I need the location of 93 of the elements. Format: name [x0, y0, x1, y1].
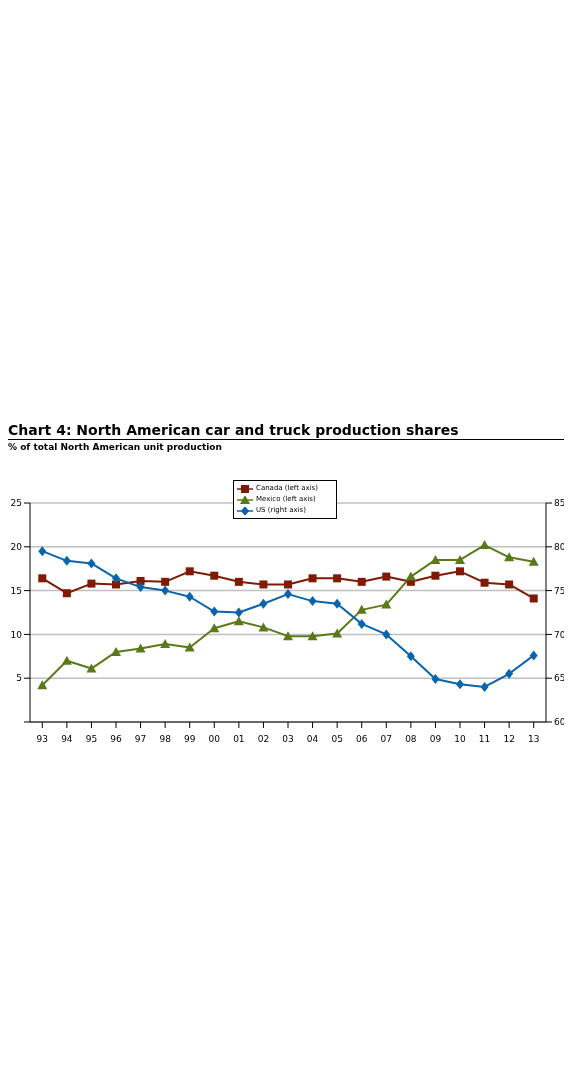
- point: [456, 567, 464, 576]
- point: [184, 642, 195, 652]
- x-tick-label: 12: [503, 734, 515, 745]
- y2-tick-label: 80: [554, 541, 566, 552]
- point: [332, 628, 343, 638]
- x-tick-label: 93: [36, 734, 49, 745]
- point: [136, 582, 145, 593]
- y-tick-label: 15: [10, 585, 22, 596]
- point: [87, 579, 96, 588]
- point: [504, 552, 515, 562]
- point: [505, 668, 514, 679]
- x-tick-label: 94: [61, 734, 73, 745]
- point: [307, 631, 318, 641]
- point: [480, 578, 489, 587]
- x-tick-label: 99: [183, 734, 196, 745]
- point: [405, 571, 416, 581]
- point: [431, 571, 440, 580]
- point: [357, 618, 366, 629]
- point: [333, 574, 342, 583]
- point: [62, 589, 71, 598]
- x-tick-label: 10: [454, 734, 466, 745]
- point: [283, 631, 293, 641]
- chart-title: Chart 4: North American car and truck production shares: [8, 422, 564, 440]
- point: [185, 591, 194, 602]
- x-tick-label: 02: [257, 734, 270, 745]
- x-tick-label: 07: [380, 734, 393, 745]
- point: [479, 540, 490, 550]
- y-tick-label: 20: [10, 541, 23, 552]
- chart-subtitle: % of total North American unit production: [8, 442, 223, 452]
- y2-tick-label: 65: [554, 673, 566, 684]
- point: [430, 554, 441, 564]
- point: [528, 556, 539, 566]
- point: [161, 585, 170, 596]
- y2-tick-label: 75: [554, 585, 566, 596]
- point: [308, 574, 317, 583]
- x-tick-label: 05: [331, 734, 343, 745]
- x-tick-label: 98: [159, 734, 172, 745]
- point: [284, 580, 292, 589]
- point: [480, 681, 489, 692]
- point: [529, 650, 538, 661]
- point: [259, 598, 268, 609]
- x-tick-label: 97: [134, 734, 147, 745]
- point: [233, 616, 244, 626]
- x-tick-label: 11: [478, 734, 491, 745]
- point: [382, 629, 391, 640]
- point: [308, 596, 317, 607]
- point: [505, 580, 514, 589]
- y-tick-label: 25: [10, 498, 22, 509]
- point: [529, 594, 538, 603]
- point: [381, 599, 392, 609]
- x-tick-label: 13: [527, 734, 540, 745]
- point: [431, 674, 440, 685]
- y-tick-label: 10: [10, 629, 23, 640]
- point: [185, 567, 194, 576]
- point: [284, 589, 292, 600]
- x-tick-label: 08: [405, 734, 417, 745]
- y-tick-label: 5: [16, 673, 22, 684]
- y2-tick-label: 70: [554, 629, 566, 640]
- point: [356, 604, 367, 614]
- point: [160, 639, 171, 649]
- x-tick-label: 96: [110, 734, 122, 745]
- point: [382, 572, 391, 581]
- point: [210, 606, 219, 617]
- point: [455, 554, 465, 564]
- x-tick-label: 03: [282, 734, 294, 745]
- x-tick-label: 95: [85, 734, 98, 745]
- point: [111, 646, 121, 656]
- point: [259, 580, 268, 589]
- x-tick-label: 06: [355, 734, 368, 745]
- y2-tick-label: 60: [554, 717, 566, 728]
- point: [333, 598, 342, 609]
- point: [112, 573, 120, 584]
- point: [209, 623, 220, 633]
- point: [61, 655, 72, 665]
- point: [161, 577, 170, 586]
- x-tick-label: 04: [306, 734, 319, 745]
- point: [234, 577, 243, 586]
- point: [86, 663, 97, 673]
- x-tick-label: 00: [208, 734, 221, 745]
- point: [234, 607, 243, 618]
- point: [406, 651, 415, 662]
- point: [37, 680, 48, 690]
- point: [210, 571, 219, 580]
- point: [357, 577, 366, 586]
- point: [38, 574, 47, 583]
- x-tick-label: 09: [429, 734, 442, 745]
- point: [62, 555, 71, 566]
- point: [258, 622, 269, 632]
- y2-tick-label: 85: [554, 498, 566, 509]
- point: [87, 558, 96, 569]
- point: [456, 679, 464, 690]
- point: [38, 546, 47, 557]
- x-tick-label: 01: [233, 734, 245, 745]
